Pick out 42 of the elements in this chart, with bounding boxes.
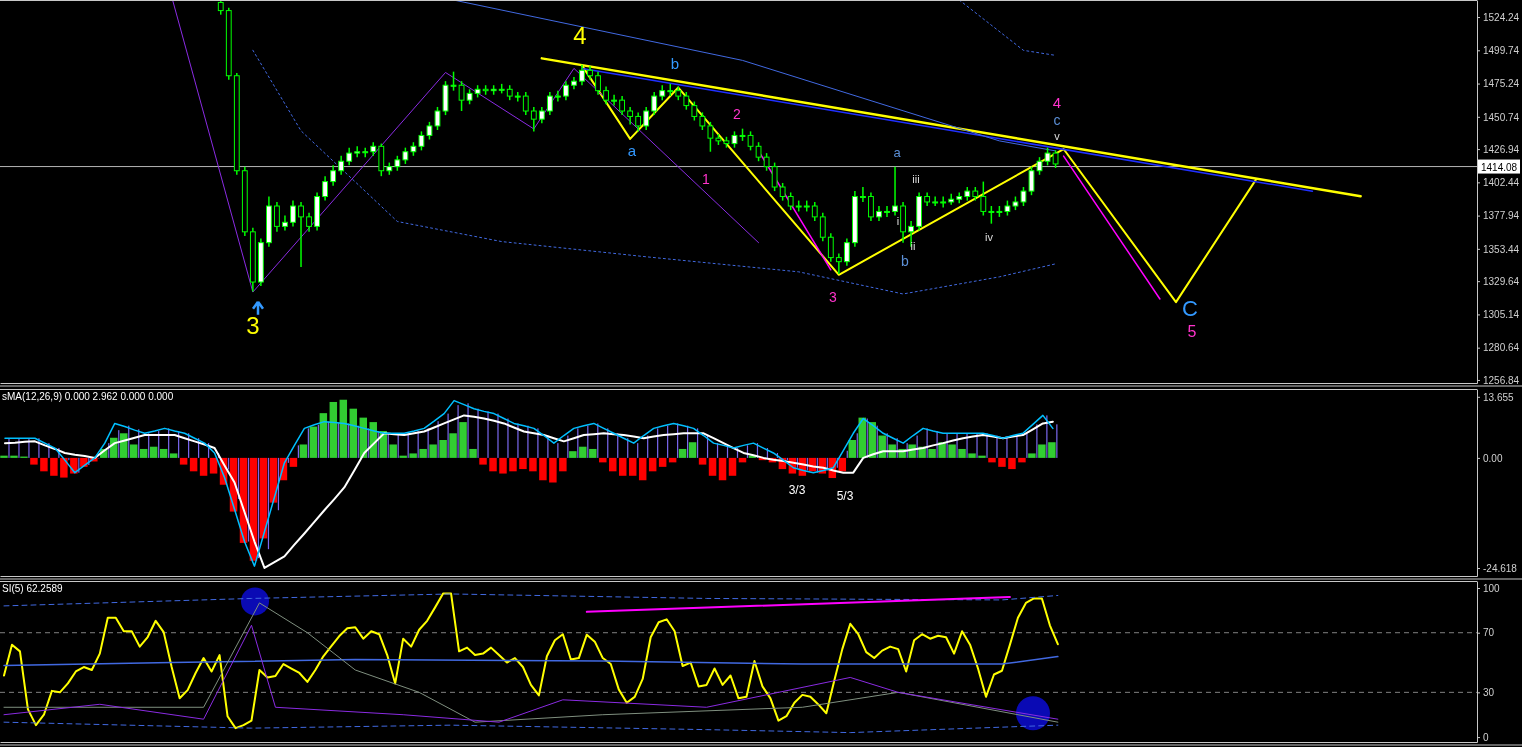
ref-line-label: 1414.08: [1481, 161, 1518, 173]
y-tick-label: 1377.94: [1483, 210, 1520, 222]
y-tick-label: 100: [1483, 582, 1501, 594]
annotation: 4: [573, 22, 587, 50]
annotation: v: [1054, 129, 1061, 142]
y-tick-label: 1353.44: [1483, 243, 1520, 255]
annotation: b: [901, 252, 910, 269]
annotation: 1: [702, 170, 711, 187]
annotation: 5: [1187, 323, 1197, 341]
chart-title: SI(5) 62.2589: [2, 583, 64, 594]
annotation: b: [670, 54, 680, 72]
y-tick-label: 1426.94: [1483, 143, 1520, 155]
annotation: 2: [733, 105, 742, 122]
y-tick-label: 1475.24: [1483, 78, 1520, 90]
y-tick-label: 0.00: [1483, 452, 1503, 464]
y-tick-label: -24.618: [1483, 562, 1518, 574]
y-tick-label: 1280.64: [1483, 342, 1520, 354]
y-tick-label: 1402.44: [1483, 177, 1520, 189]
y-tick-label: 1450.74: [1483, 111, 1520, 123]
annotation: iii: [912, 172, 920, 185]
annotation: c: [1053, 111, 1061, 128]
annotation: 4: [1052, 93, 1062, 111]
y-tick-label: 1499.74: [1483, 45, 1520, 56]
y-tick-label: 0: [1483, 731, 1489, 743]
annotation: 3/3: [788, 483, 806, 498]
annotation: 3: [246, 312, 260, 340]
annotation: a: [627, 141, 637, 159]
y-tick-label: 13.655: [1483, 391, 1515, 403]
chart-title: sMA(12,26,9) 0.000 2.962 0.000 0.000: [2, 391, 174, 402]
annotation: 3: [829, 288, 838, 305]
annotation: iv: [985, 230, 994, 243]
annotation: i: [896, 214, 900, 227]
y-tick-label: 1305.14: [1483, 309, 1520, 321]
y-tick-label: 70: [1483, 627, 1495, 639]
annotation: a: [893, 145, 902, 161]
y-tick-label: 1524.24: [1483, 11, 1520, 23]
annotation: 5/3: [836, 489, 854, 504]
annotation: C: [1182, 295, 1199, 321]
y-tick-label: 1256.84: [1483, 374, 1520, 386]
y-tick-label: 1329.64: [1483, 275, 1520, 287]
annotation: ii: [910, 239, 916, 252]
y-tick-label: 30: [1483, 687, 1495, 699]
